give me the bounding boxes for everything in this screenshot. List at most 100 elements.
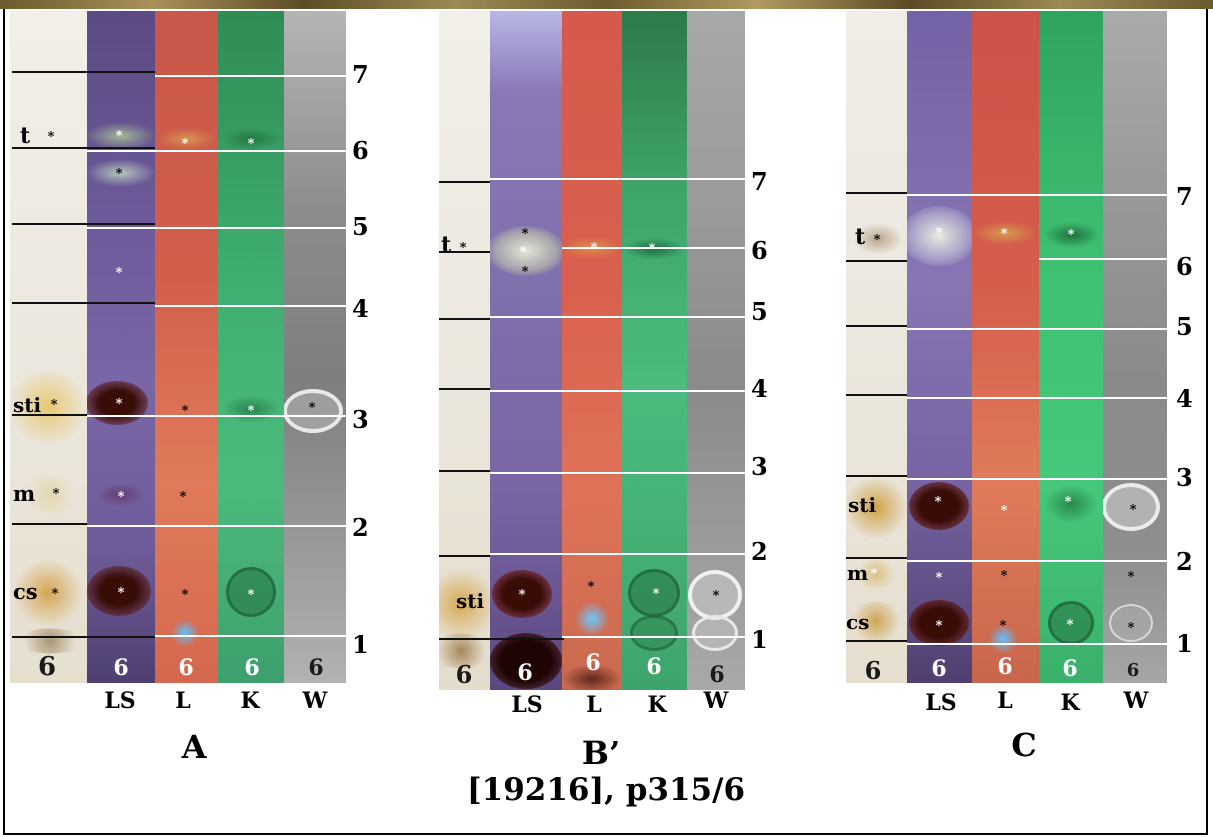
panel-a-mark: * bbox=[47, 129, 55, 145]
panel-a-mark: * bbox=[52, 486, 60, 502]
panel-c-k-band-6 bbox=[1044, 222, 1100, 248]
panel-a-strip-ls bbox=[87, 11, 155, 683]
panel-b-sample-number: 6 bbox=[585, 650, 601, 676]
panel-a-lane-label-w: W bbox=[302, 688, 328, 714]
panel-b-line bbox=[439, 388, 490, 390]
panel-c-sample-number: 6 bbox=[864, 656, 882, 685]
panel-a-ls-spot-sti bbox=[87, 381, 148, 425]
panel-c-marker-3: 3 bbox=[1176, 463, 1193, 492]
panel-b-mark: * bbox=[590, 240, 598, 256]
panel-b-sample-number: 6 bbox=[646, 654, 662, 680]
panel-a-mark: * bbox=[181, 136, 189, 152]
panel-c-white-line bbox=[907, 643, 1167, 645]
panel-c-title: C bbox=[1011, 726, 1037, 764]
panel-b-sample-number: 6 bbox=[455, 660, 473, 689]
panel-a-lane-label-ls: LS bbox=[104, 688, 136, 714]
panel-a-white-line bbox=[87, 415, 346, 417]
panel-a-mark: * bbox=[50, 397, 58, 413]
panel-c-strip-k bbox=[1039, 11, 1103, 683]
panel-b-title: B’ bbox=[581, 734, 621, 772]
panel-b-marker-7: 7 bbox=[751, 167, 768, 196]
panel-c-ls-spot-sti bbox=[909, 482, 969, 530]
panel-b-lane-label-w: W bbox=[703, 688, 729, 714]
panel-b-marker-6: 6 bbox=[751, 236, 768, 265]
panel-c-mark: * bbox=[1000, 568, 1008, 584]
panel-c-lane-label-k: K bbox=[1060, 690, 1080, 716]
panel-a-line bbox=[12, 147, 155, 149]
panel-b-sample-number: 6 bbox=[709, 662, 725, 688]
panel-a-mark: * bbox=[308, 400, 316, 416]
panel-a-mark: * bbox=[115, 265, 123, 281]
panel-b-k-band-6 bbox=[623, 238, 685, 260]
panel-b-mark: * bbox=[521, 226, 529, 242]
panel-a-title: A bbox=[181, 728, 207, 766]
panel-c-spot-label-sti: sti bbox=[848, 493, 877, 517]
top-photo-band bbox=[0, 0, 1213, 9]
panel-c-mark: * bbox=[1067, 227, 1075, 243]
panel-a-mark: * bbox=[181, 403, 189, 419]
panel-c-k-spot-sti bbox=[1045, 485, 1097, 523]
panel-a-l-blue-spot bbox=[172, 620, 198, 646]
panel-a-sample-number: 6 bbox=[113, 655, 129, 681]
panel-a-ls-spot-m bbox=[96, 483, 146, 507]
panel-b-line bbox=[439, 638, 564, 640]
panel-c-line bbox=[846, 394, 907, 396]
panel-c-strip-white-light bbox=[846, 11, 907, 683]
panel-a-lane-label-k: K bbox=[240, 688, 260, 714]
panel-a-spot-bottom-brown bbox=[15, 628, 85, 654]
panel-c-spot-m-yellow bbox=[853, 560, 899, 588]
panel-a-line bbox=[12, 71, 155, 73]
panel-b-spot-sti-yellow bbox=[439, 566, 490, 642]
panel-a-spot-label-m: m bbox=[13, 481, 36, 506]
panel-b-line bbox=[439, 318, 490, 320]
panel-c-marker-2: 2 bbox=[1176, 547, 1193, 576]
panel-c-line bbox=[846, 260, 907, 262]
panel-b-line bbox=[439, 181, 490, 183]
panel-b-marker-3: 3 bbox=[751, 452, 768, 481]
panel-a-marker-3: 3 bbox=[352, 405, 369, 434]
panel-a-sample-number: 6 bbox=[37, 652, 57, 682]
panel-c-sample-number: 6 bbox=[997, 654, 1013, 680]
panel-c-mark: * bbox=[999, 618, 1007, 634]
panel-b-marker-5: 5 bbox=[751, 297, 768, 326]
panel-b-marker-2: 2 bbox=[751, 537, 768, 566]
panel-c-lane-label-w: W bbox=[1123, 688, 1149, 714]
panel-a-strip-w bbox=[284, 11, 346, 683]
panel-c-mark: * bbox=[935, 225, 943, 241]
panel-b-strip-k bbox=[622, 11, 687, 690]
panel-b-strip-l bbox=[562, 11, 622, 690]
panel-a-k-spot-cs bbox=[226, 567, 276, 617]
panel-b-ls-band-6 bbox=[490, 226, 562, 276]
panel-a-mark: * bbox=[51, 586, 59, 602]
panel-c-spot-t-brown bbox=[853, 223, 903, 255]
figure-caption: [19216], p315/6 bbox=[466, 772, 746, 808]
panel-b-ls-spot-bottom bbox=[490, 633, 562, 689]
panel-b-marker-1: 1 bbox=[751, 625, 768, 654]
panel-c-line bbox=[846, 325, 907, 327]
panel-c-white-line bbox=[907, 397, 1167, 399]
panel-c-marker-6: 6 bbox=[1176, 252, 1193, 281]
panel-c-mark: * bbox=[873, 232, 881, 248]
panel-b-ls-spot-sti bbox=[492, 570, 552, 618]
panel-a-strip-k bbox=[218, 11, 284, 683]
panel-c-mark: * bbox=[1000, 503, 1008, 519]
panel-a-mark: * bbox=[181, 587, 189, 603]
panel-b-strip-w bbox=[687, 11, 745, 690]
panel-b-mark: * bbox=[652, 586, 660, 602]
panel-b-line bbox=[439, 470, 490, 472]
panel-b-white-line bbox=[562, 636, 745, 638]
panel-b-mark: * bbox=[519, 244, 527, 260]
panel-b-white-line bbox=[490, 553, 745, 555]
panel-b-mark: * bbox=[521, 264, 529, 280]
panel-b-line bbox=[439, 251, 490, 253]
panel-c-spot-cs-yellow bbox=[848, 601, 904, 641]
panel-a-l-band-6 bbox=[157, 128, 217, 150]
panel-c-line bbox=[846, 192, 907, 194]
panel-a-mark: * bbox=[115, 396, 123, 412]
panel-a-sample-number: 6 bbox=[178, 655, 194, 681]
panel-b-mark: * bbox=[648, 241, 656, 257]
panel-b-strip-ls bbox=[490, 11, 562, 690]
panel-c-mark: * bbox=[935, 618, 943, 634]
panel-c-sample-number: 6 bbox=[1062, 656, 1078, 682]
panel-a-mark: * bbox=[179, 489, 187, 505]
